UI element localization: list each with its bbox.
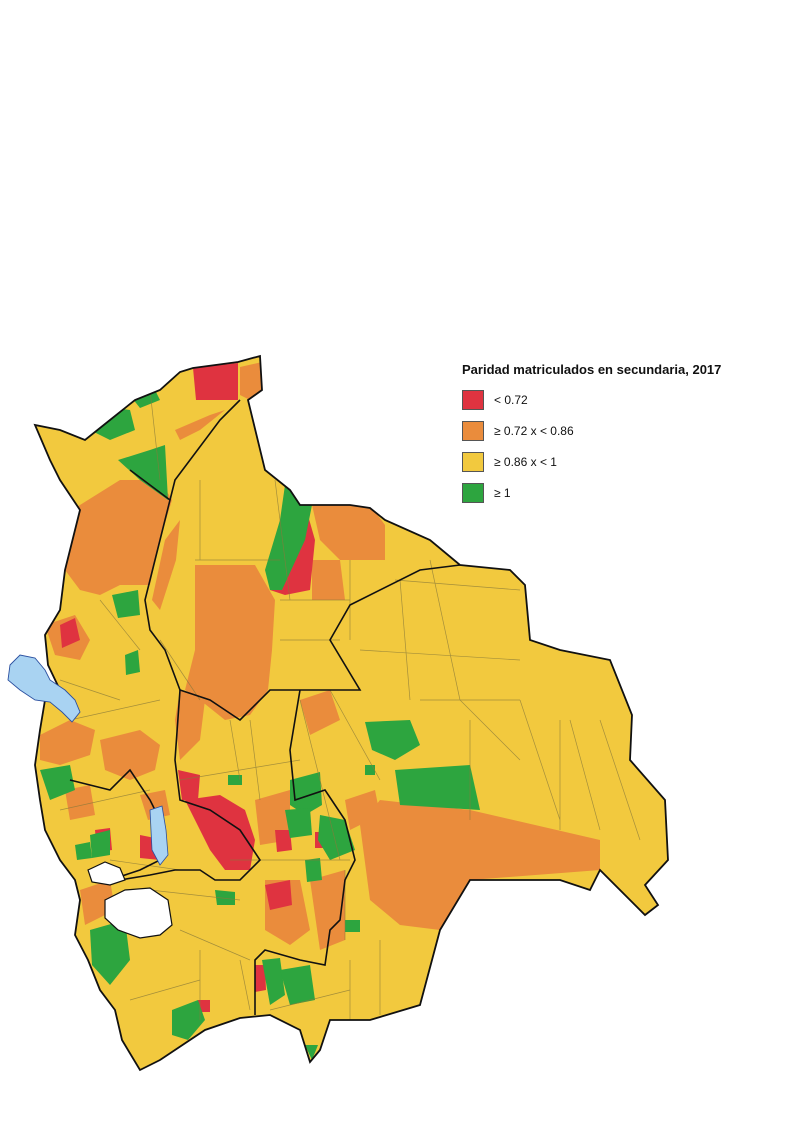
legend-label: ≥ 0.72 x < 0.86 [494,424,574,438]
lake-poopo [149,805,169,866]
legend-item: ≥ 0.72 x < 0.86 [462,420,782,442]
class-green-regions [40,390,480,1060]
legend-item: < 0.72 [462,389,782,411]
municipality-lines [59,389,641,1020]
salar-coipasa [87,861,126,886]
class-orange-regions [40,362,600,950]
legend-title: Paridad matriculados en secundaria, 2017 [462,362,722,377]
salar-uyuni [104,887,173,939]
legend-label: ≥ 1 [494,486,511,500]
lake-titicaca [7,654,81,723]
legend-item: ≥ 1 [462,482,782,504]
legend-label: < 0.72 [494,393,528,407]
legend-swatch-orange [462,421,484,441]
map-legend: Paridad matriculados en secundaria, 2017… [462,362,782,513]
legend-swatch-green [462,483,484,503]
legend-swatch-red [462,390,484,410]
legend-label: ≥ 0.86 x < 1 [494,455,557,469]
municipalities [40,362,641,1060]
legend-swatch-yellow [462,452,484,472]
legend-item: ≥ 0.86 x < 1 [462,451,782,473]
